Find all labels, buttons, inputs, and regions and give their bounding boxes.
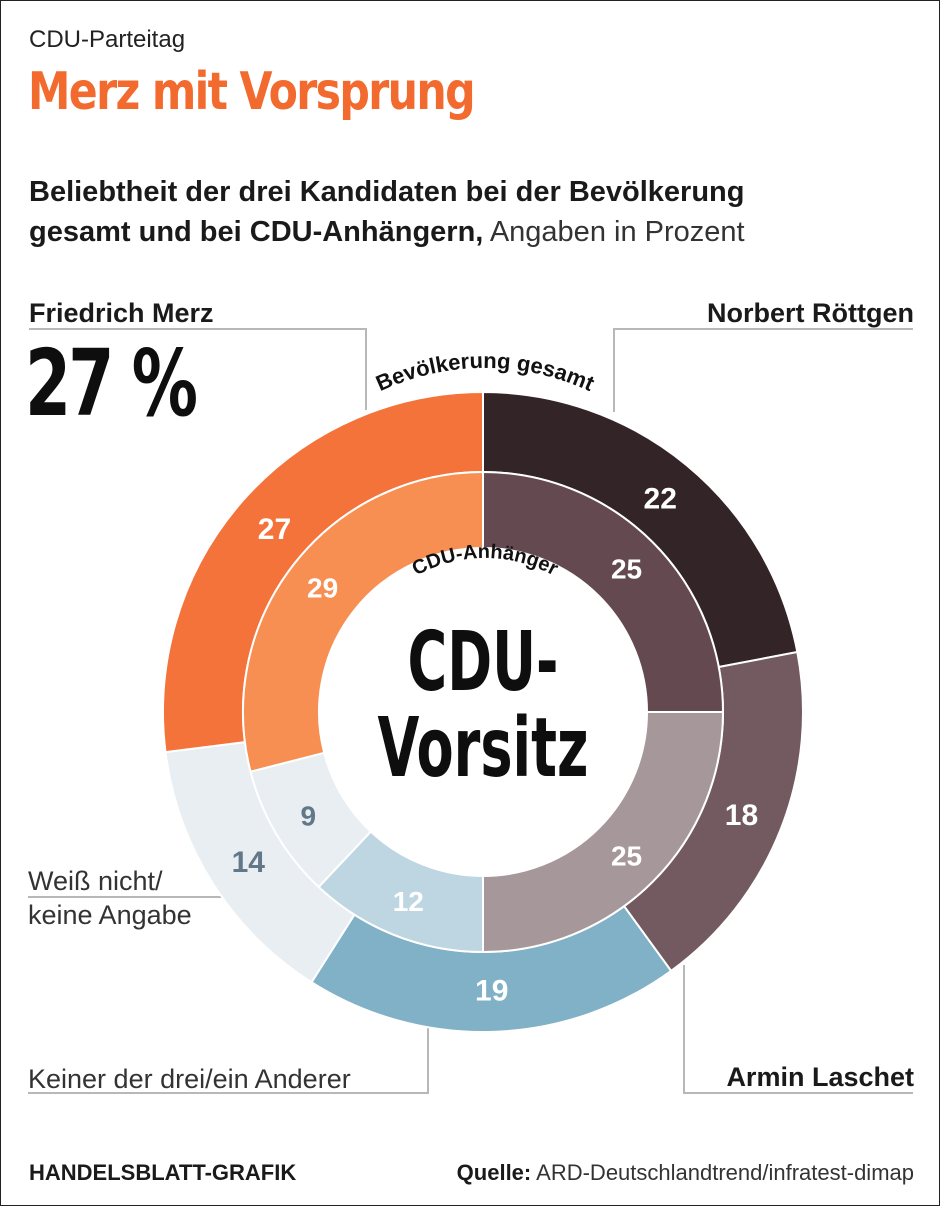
inner-slice-4 [242,470,484,773]
footer-source: Quelle: ARD-Deutschlandtrend/infratest-d… [457,1160,914,1186]
label-weiss-nicht-line-2: keine Angabe [28,900,192,930]
outer-value-label-1: 18 [725,799,758,832]
center-label-line-2: Vorsitz [378,702,589,796]
leader-line-roettgen [613,328,913,412]
subtitle-line-2: gesamt und bei CDU-Anhängern, [29,216,484,248]
ring-label-outer-text: Bevölkerung gesamt [372,348,599,396]
value-labels: 22 18 19 14 27 25 25 12 9 29 [232,483,759,1008]
inner-value-label-0: 25 [611,554,642,585]
label-weiss-nicht-line-1: Weiß nicht/ [28,866,163,896]
inner-value-label-4: 29 [307,573,338,604]
inner-value-label-1: 25 [611,841,642,872]
inner-value-label-2: 12 [393,886,424,917]
ring-label-outer: Bevölkerung gesamt [372,348,599,396]
leader-line-laschet [683,965,913,1094]
subtitle-line-1: Beliebtheit der drei Kandidaten bei der … [29,176,745,208]
kicker: CDU-Parteitag [29,26,186,53]
leader-line-merz [29,328,367,410]
leader-line-keiner [28,1025,429,1094]
page-title: Merz mit Vorsprung [28,62,476,122]
candidate-label-laschet: Armin Laschet [726,1062,914,1092]
label-weiss-nicht: Weiß nicht/ keine Angabe [28,864,192,932]
outer-value-label-0: 22 [644,483,677,516]
outer-value-label-4: 27 [258,513,291,546]
outer-value-label-2: 19 [475,975,508,1008]
subtitle-unit: Angaben in Prozent [489,216,745,248]
label-keiner: Keiner der drei/ein Anderer [28,1064,351,1094]
footer-brand: HANDELSBLATT-GRAFIK [29,1160,297,1185]
inner-value-label-3: 9 [300,800,316,831]
outer-value-label-3: 14 [232,846,266,879]
chart-subtitle: Beliebtheit der drei Kandidaten bei der … [29,172,745,252]
candidate-label-merz: Friedrich Merz [29,298,214,328]
footer-source-text: ARD-Deutschlandtrend/infratest-dimap [536,1160,914,1185]
inner-slice-0 [482,470,725,713]
candidate-label-roettgen: Norbert Röttgen [707,298,914,328]
inner-ring [242,470,725,954]
inner-slice-1 [482,711,725,954]
center-label-line-1: CDU- [407,616,558,710]
footer-source-label: Quelle: [456,1160,532,1185]
merz-percentage: 27 % [25,330,198,437]
